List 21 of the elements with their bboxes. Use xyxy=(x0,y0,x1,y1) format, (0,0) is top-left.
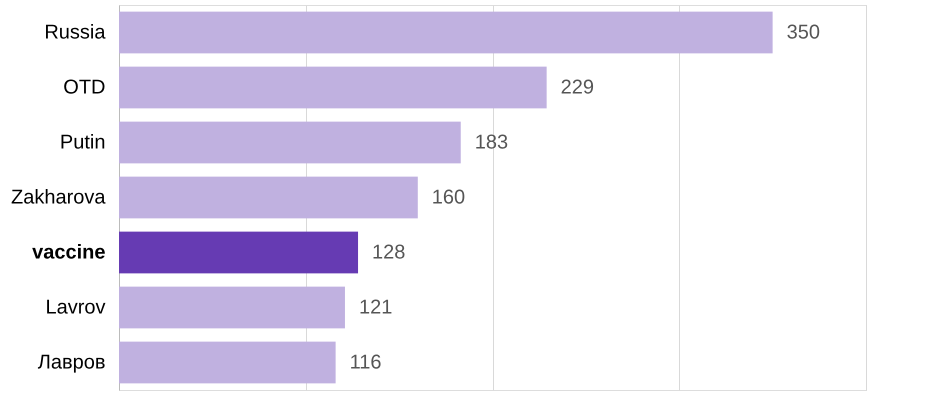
data-label: 121 xyxy=(358,296,392,318)
data-label: 183 xyxy=(474,132,508,154)
bar xyxy=(119,66,547,108)
bar xyxy=(119,122,461,164)
bar xyxy=(119,176,418,218)
data-label: 350 xyxy=(786,22,820,44)
bar xyxy=(119,286,345,328)
y-tick-label: OTD xyxy=(63,76,106,98)
y-tick-label: Lavrov xyxy=(45,296,106,318)
y-tick-label: Putin xyxy=(60,132,106,154)
bar xyxy=(119,12,773,54)
data-label: 116 xyxy=(350,352,382,374)
y-tick-label: vaccine xyxy=(32,242,106,264)
y-tick-label: Russia xyxy=(44,22,106,44)
y-tick-label: Лавров xyxy=(38,352,106,374)
data-label: 128 xyxy=(372,242,406,264)
y-tick-label: Zakharova xyxy=(11,186,106,208)
bar xyxy=(119,232,358,274)
bar xyxy=(119,342,336,384)
data-label: 160 xyxy=(432,186,466,208)
data-label: 229 xyxy=(560,76,594,98)
